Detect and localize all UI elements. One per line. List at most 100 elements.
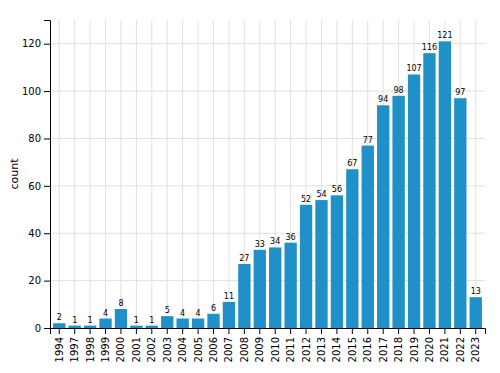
x-tick-label: 2018: [393, 337, 404, 362]
x-tick: 2010: [270, 328, 281, 362]
x-tick: 2007: [223, 328, 234, 362]
grid-line-x: [105, 20, 106, 328]
tick-mark: [74, 328, 75, 334]
data-label: 36: [286, 233, 296, 242]
x-axis: 1994199719981999200020012002200320042005…: [51, 328, 486, 362]
data-label: 1: [72, 316, 77, 325]
tick-mark: [90, 328, 91, 334]
tick-mark: [352, 328, 353, 334]
grid-line-x: [475, 20, 476, 328]
tick-mark: [44, 91, 50, 92]
data-label: 6: [211, 304, 216, 313]
x-tick: 2014: [331, 328, 342, 362]
x-tick: 2019: [409, 328, 420, 362]
tick-mark: [429, 328, 430, 334]
bar: [331, 195, 343, 328]
x-tick-label: 2014: [331, 337, 342, 362]
data-label: 52: [301, 195, 311, 204]
bar: [408, 74, 420, 328]
x-tick: 2002: [146, 328, 157, 362]
tick-mark: [59, 328, 60, 334]
x-tick: 1997: [69, 328, 80, 362]
x-tick-label: 2005: [193, 337, 204, 362]
tick-mark: [105, 328, 106, 334]
x-tick: 2016: [362, 328, 373, 362]
y-tick: 80: [28, 133, 50, 144]
bar: [130, 326, 142, 328]
x-tick: 2005: [193, 328, 204, 362]
y-tick-label: 60: [28, 181, 41, 192]
x-tick-label: 2017: [378, 337, 389, 362]
x-tick: 2021: [439, 328, 450, 362]
data-label: 27: [239, 254, 249, 263]
bar: [161, 316, 173, 328]
grid-line-x: [182, 20, 183, 328]
data-label: 94: [378, 95, 388, 104]
grid-line-x: [151, 20, 152, 328]
x-tick: 1998: [85, 328, 96, 362]
bar: [362, 146, 374, 328]
y-tick: 120: [22, 38, 50, 49]
y-tick: 20: [28, 275, 50, 286]
x-tick-label: 2002: [146, 337, 157, 362]
grid-line-x: [59, 20, 60, 328]
bar: [99, 319, 111, 328]
bar: [392, 96, 404, 328]
data-label: 4: [180, 309, 185, 318]
grid-line-x: [167, 20, 168, 328]
tick-mark: [182, 328, 183, 334]
data-label: 121: [437, 31, 452, 40]
bar: [53, 323, 65, 328]
tick-mark: [44, 138, 50, 139]
chart: 1994199719981999200020012002200320042005…: [0, 0, 500, 373]
data-label: 1: [149, 316, 154, 325]
x-tick-label: 1998: [85, 337, 96, 362]
grid-line-x: [90, 20, 91, 328]
axis-domain: [51, 329, 486, 335]
data-label: 77: [363, 136, 373, 145]
data-label: 13: [471, 287, 481, 296]
plot-area: [53, 41, 482, 328]
bar: [207, 314, 219, 328]
grid-line-x: [198, 20, 199, 328]
data-label: 98: [394, 86, 404, 95]
x-tick: 2008: [239, 328, 250, 362]
bar: [69, 326, 81, 328]
x-tick-label: 2001: [131, 337, 142, 362]
bar: [238, 264, 250, 328]
grid-line-x: [120, 20, 121, 328]
bar: [284, 243, 296, 328]
x-tick: 2011: [285, 328, 296, 362]
y-axis: 020406080100120: [22, 21, 51, 334]
x-tick-label: 2023: [470, 337, 481, 362]
x-tick: 2004: [177, 328, 188, 362]
tick-mark: [275, 328, 276, 334]
y-tick-label: 20: [28, 275, 41, 286]
tick-mark: [367, 328, 368, 334]
tick-mark: [475, 328, 476, 334]
x-tick: 2023: [470, 328, 481, 362]
tick-mark: [306, 328, 307, 334]
data-label: 4: [103, 309, 108, 318]
axis-domain: [44, 21, 51, 329]
grid-line-y: [50, 43, 485, 44]
x-tick: 2000: [115, 328, 126, 362]
x-tick-label: 2010: [270, 337, 281, 362]
tick-mark: [290, 328, 291, 334]
x-tick-label: 2003: [162, 337, 173, 362]
data-label: 1: [88, 316, 93, 325]
tick-mark: [228, 328, 229, 334]
data-label: 67: [347, 159, 357, 168]
bar: [439, 41, 451, 328]
y-axis-title: count: [8, 158, 21, 190]
x-tick-label: 2020: [424, 337, 435, 362]
data-label: 34: [270, 237, 280, 246]
y-tick-label: 80: [28, 133, 41, 144]
x-tick: 2003: [162, 328, 173, 362]
tick-mark: [44, 233, 50, 234]
data-label: 54: [316, 190, 326, 199]
bar: [176, 319, 188, 328]
tick-mark: [414, 328, 415, 334]
tick-mark: [136, 328, 137, 334]
data-label: 1: [134, 316, 139, 325]
